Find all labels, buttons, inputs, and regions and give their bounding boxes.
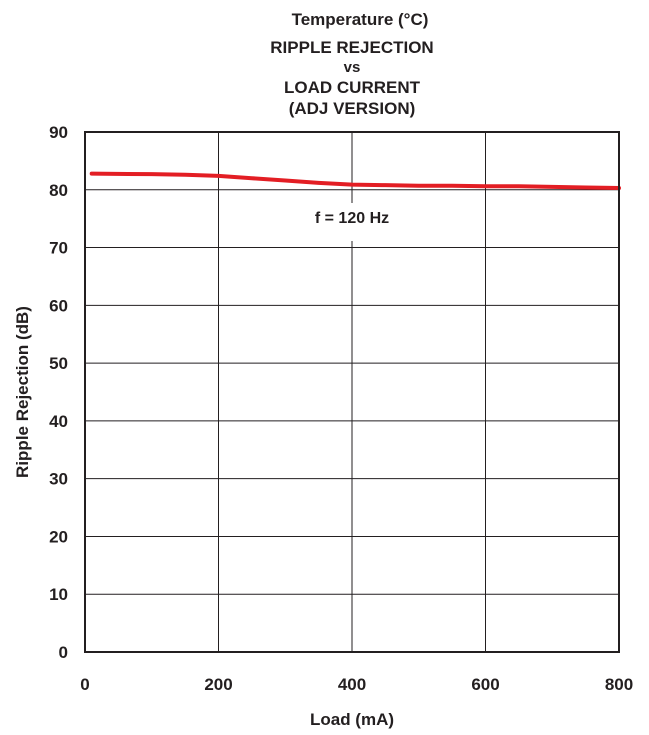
annotation-background [300,203,405,241]
y-axis-label: Ripple Rejection (dB) [13,306,32,478]
y-tick-label: 70 [49,239,68,258]
y-tick-label: 80 [49,181,68,200]
y-tick-label: 10 [49,585,68,604]
x-tick-label: 400 [338,675,366,694]
tick-labels: 0 10 20 30 40 50 60 70 80 90 0 200 400 600 800 [49,123,633,694]
y-tick-label: 90 [49,123,68,142]
x-tick-label: 600 [471,675,499,694]
x-tick-label: 0 [80,675,89,694]
plot-frame [84,131,620,653]
y-tick-label: 40 [49,412,68,431]
x-tick-label: 800 [605,675,633,694]
y-tick-label: 30 [49,470,68,489]
chart-title-line-4: (ADJ VERSION) [289,99,416,118]
y-tick-label: 20 [49,527,68,546]
series-layer [89,171,621,191]
x-axis-label: Load (mA) [310,710,394,729]
y-tick-label: 0 [59,643,68,662]
y-tick-label: 60 [49,296,68,315]
chart-title-line-1: RIPPLE REJECTION [270,38,433,57]
annotation-frequency: f = 120 Hz [315,210,389,227]
chart-title-line-3: LOAD CURRENT [284,78,421,97]
x-tick-label: 200 [204,675,232,694]
chart-supertitle: Temperature (°C) [292,10,429,29]
series-line [89,171,621,191]
y-tick-label: 50 [49,354,68,373]
chart-title-line-2: vs [344,59,361,76]
grid [85,132,619,652]
